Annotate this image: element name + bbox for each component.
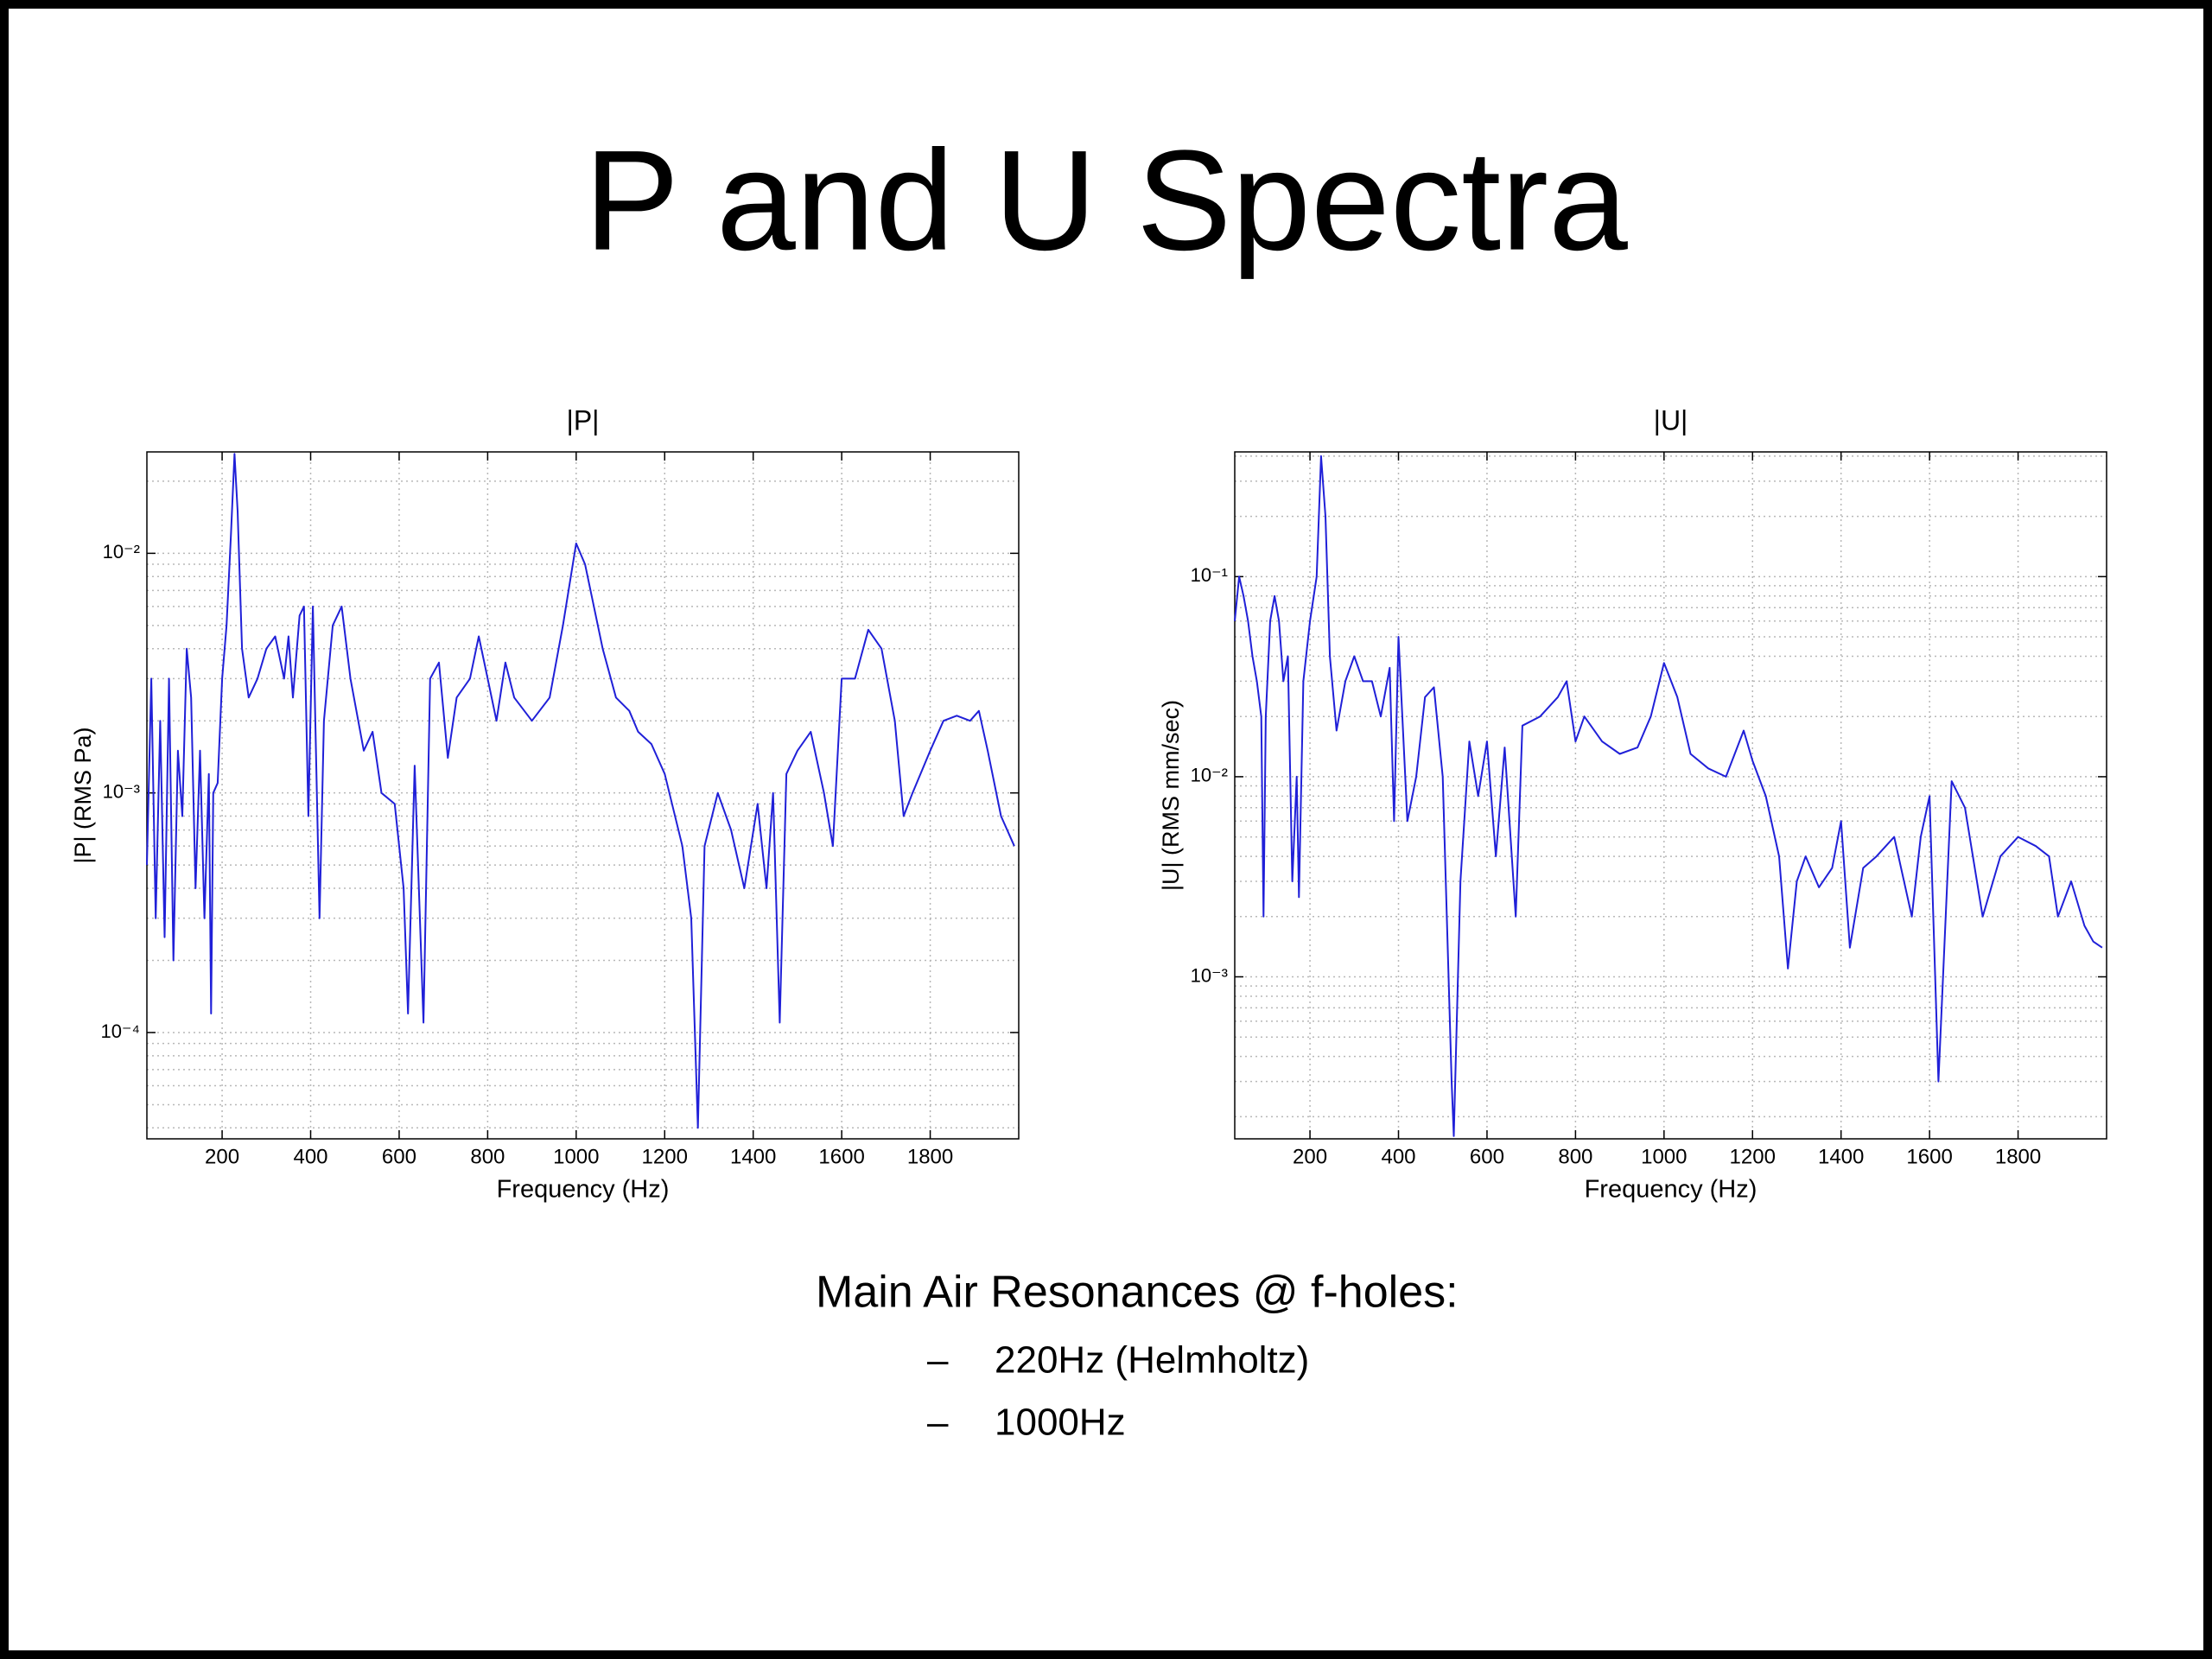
spectrum-line — [146, 453, 1015, 1129]
x-axis-label: Frequency (Hz) — [1585, 1176, 1758, 1204]
y-tick-label: 10⁻³ — [1191, 964, 1228, 986]
x-tick-label: 1200 — [1730, 1145, 1776, 1168]
y-tick-label: 10⁻² — [1191, 765, 1228, 786]
slide-background — [9, 9, 2203, 1650]
x-tick-label: 1800 — [1995, 1145, 2041, 1168]
bullet-marker: – — [927, 1402, 949, 1444]
y-tick-label: 10⁻¹ — [1191, 564, 1228, 586]
x-tick-label: 200 — [205, 1145, 239, 1168]
x-tick-label: 1200 — [642, 1145, 688, 1168]
x-tick-label: 1400 — [1818, 1145, 1864, 1168]
x-tick-label: 1600 — [1906, 1145, 1952, 1168]
x-tick-label: 800 — [470, 1145, 505, 1168]
notes-heading: Main Air Resonances @ f-holes: — [816, 1268, 1459, 1318]
x-axis-label: Frequency (Hz) — [497, 1176, 670, 1204]
y-tick-label: 10⁻⁴ — [100, 1020, 140, 1042]
bullet-text: 1000Hz — [995, 1402, 1126, 1444]
y-tick-label: 10⁻³ — [103, 780, 140, 802]
x-tick-label: 1000 — [1641, 1145, 1687, 1168]
chart-title: |P| — [567, 404, 600, 435]
x-tick-label: 1600 — [818, 1145, 864, 1168]
x-tick-label: 200 — [1293, 1145, 1327, 1168]
x-tick-label: 400 — [1381, 1145, 1415, 1168]
x-tick-label: 400 — [293, 1145, 327, 1168]
plot-frame — [146, 451, 1020, 1140]
x-tick-label: 800 — [1558, 1145, 1592, 1168]
slide-title: P and U Spectra — [584, 121, 1628, 280]
x-tick-label: 1000 — [553, 1145, 599, 1168]
x-tick-label: 600 — [382, 1145, 416, 1168]
x-tick-label: 600 — [1470, 1145, 1504, 1168]
plot-frame — [1234, 451, 2107, 1140]
chart-title: |U| — [1654, 404, 1688, 435]
x-tick-label: 1400 — [730, 1145, 776, 1168]
x-tick-label: 1800 — [907, 1145, 953, 1168]
y-tick-label: 10⁻² — [103, 541, 140, 563]
spectrum-line — [1234, 454, 2103, 1137]
y-axis-label: |P| (RMS Pa) — [70, 727, 96, 863]
y-axis-label: |U| (RMS mm/sec) — [1158, 700, 1184, 891]
bullet-text: 220Hz (Helmholtz) — [995, 1339, 1309, 1382]
bullet-marker: – — [927, 1339, 949, 1382]
